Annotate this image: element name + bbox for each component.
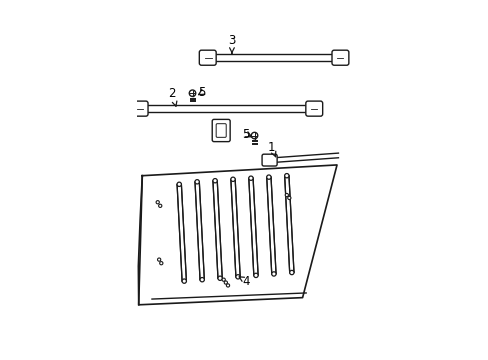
Circle shape: [248, 176, 253, 180]
Circle shape: [177, 182, 181, 186]
Polygon shape: [195, 182, 204, 280]
Circle shape: [285, 193, 288, 197]
Circle shape: [189, 90, 195, 96]
Polygon shape: [266, 177, 276, 274]
Polygon shape: [248, 178, 258, 275]
Circle shape: [253, 273, 258, 278]
FancyBboxPatch shape: [331, 50, 348, 65]
Circle shape: [284, 174, 288, 178]
Circle shape: [289, 270, 293, 275]
Circle shape: [218, 276, 222, 280]
Circle shape: [156, 201, 159, 204]
Circle shape: [251, 132, 257, 139]
Polygon shape: [284, 176, 293, 273]
FancyBboxPatch shape: [216, 124, 226, 137]
Polygon shape: [177, 184, 186, 281]
Text: 2: 2: [168, 87, 177, 106]
Circle shape: [222, 278, 225, 281]
FancyBboxPatch shape: [212, 120, 230, 141]
FancyBboxPatch shape: [262, 154, 277, 166]
Text: 1: 1: [267, 140, 275, 157]
Text: 5: 5: [242, 127, 249, 141]
Circle shape: [195, 180, 199, 184]
Circle shape: [157, 258, 161, 261]
Circle shape: [271, 272, 276, 276]
FancyBboxPatch shape: [131, 101, 148, 116]
Text: 4: 4: [239, 275, 249, 288]
Text: 5: 5: [198, 86, 205, 99]
Circle shape: [235, 275, 240, 279]
Circle shape: [200, 278, 204, 282]
Circle shape: [224, 281, 227, 284]
Polygon shape: [230, 179, 240, 277]
Circle shape: [158, 204, 162, 207]
Polygon shape: [139, 165, 336, 305]
Circle shape: [160, 262, 163, 265]
FancyBboxPatch shape: [305, 101, 322, 116]
Circle shape: [287, 196, 290, 199]
Circle shape: [266, 175, 270, 179]
Polygon shape: [212, 181, 222, 278]
FancyBboxPatch shape: [199, 50, 216, 65]
Circle shape: [230, 177, 235, 181]
Text: 3: 3: [228, 34, 235, 53]
Circle shape: [226, 284, 229, 287]
Circle shape: [212, 179, 217, 183]
Circle shape: [182, 279, 186, 283]
